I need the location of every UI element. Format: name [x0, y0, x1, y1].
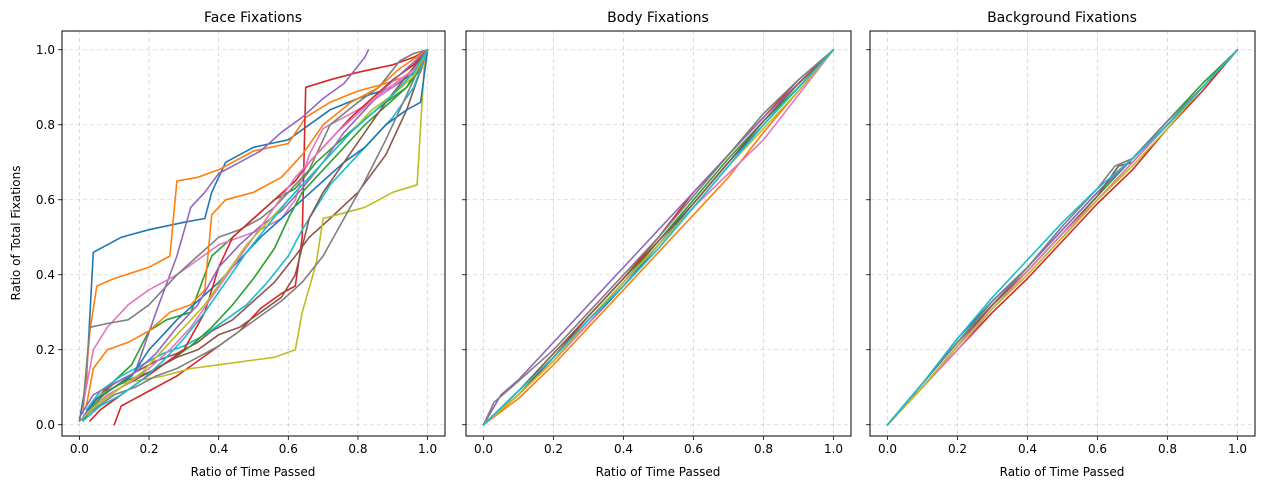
face-fixations-plot-area — [62, 31, 445, 436]
face-fixations-series-line-12 — [82, 48, 429, 422]
background-fixations-axes-frame — [869, 30, 1256, 437]
body-fixations-panel: Body Fixations Ratio of Time Passed 0.0 0… — [462, 10, 852, 479]
face-fixations-y-tick-label-3: 0.6 — [36, 193, 55, 207]
background-fixations-series-line-8 — [886, 48, 1239, 426]
background-fixations-x-tick-label-1: 0.2 — [948, 442, 967, 456]
face-fixations-x-tick-label-0: 0.0 — [70, 442, 89, 456]
face-fixations-series-line-3 — [113, 48, 429, 426]
face-fixations-series-line-14 — [78, 48, 429, 419]
face-fixations-y-axis-label: Ratio of Total Fixations — [9, 166, 23, 301]
face-fixations-y-tick-label-5: 1.0 — [36, 43, 55, 57]
face-fixations-series-line-18 — [82, 48, 429, 419]
background-fixations-x-axis-label: Ratio of Time Passed — [1000, 465, 1125, 479]
background-fixations-x-tick-label-4: 0.8 — [1158, 442, 1177, 456]
face-fixations-y-tick-label-4: 0.8 — [36, 118, 55, 132]
background-fixations-panel: Background Fixations Ratio of Time Passe… — [866, 10, 1256, 479]
face-fixations-series-line-11 — [85, 48, 429, 407]
face-fixations-x-tick-label-5: 1.0 — [418, 442, 437, 456]
background-fixations-plot-area — [870, 31, 1255, 436]
face-fixations-series-line-8 — [85, 48, 429, 415]
body-fixations-x-tick-label-5: 1.0 — [824, 442, 843, 456]
body-fixations-x-tick-label-4: 0.8 — [754, 442, 773, 456]
face-fixations-x-tick-label-2: 0.4 — [209, 442, 228, 456]
face-fixations-series-line-16 — [85, 48, 429, 415]
face-fixations-series-line-6 — [82, 48, 429, 407]
body-fixations-x-tick-label-3: 0.6 — [684, 442, 703, 456]
face-fixations-panel: Face Fixations Ratio of Time Passed Rati… — [9, 10, 446, 479]
face-fixations-y-tick-label-0: 0.0 — [36, 418, 55, 432]
body-fixations-x-tick-label-1: 0.2 — [544, 442, 563, 456]
body-fixations-series-line-4 — [482, 48, 835, 426]
background-fixations-series-group — [886, 48, 1239, 426]
body-fixations-series-line-8 — [482, 48, 835, 426]
background-fixations-x-tick-label-5: 1.0 — [1228, 442, 1247, 456]
face-fixations-x-tick-label-3: 0.6 — [279, 442, 298, 456]
face-fixations-y-tick-label-1: 0.2 — [36, 343, 55, 357]
face-fixations-y-tick-label-2: 0.4 — [36, 268, 55, 282]
body-fixations-series-line-1 — [482, 48, 835, 426]
body-fixations-x-tick-label-2: 0.4 — [614, 442, 633, 456]
body-fixations-series-line-9 — [482, 48, 835, 426]
face-fixations-x-tick-label-1: 0.2 — [139, 442, 158, 456]
background-fixations-series-line-7 — [886, 48, 1239, 426]
face-fixations-series-line-17 — [78, 48, 429, 422]
body-fixations-axes-frame — [465, 30, 852, 437]
face-fixations-x-axis-label: Ratio of Time Passed — [191, 465, 316, 479]
body-fixations-title: Body Fixations — [607, 10, 709, 26]
body-fixations-series-line-5 — [482, 48, 835, 426]
face-fixations-series-line-19 — [82, 48, 429, 422]
body-fixations-x-tick-label-0: 0.0 — [474, 442, 493, 456]
body-fixations-x-axis-label: Ratio of Time Passed — [596, 465, 721, 479]
body-fixations-series-line-7 — [482, 48, 835, 426]
body-fixations-series-group — [482, 48, 835, 426]
background-fixations-x-tick-label-2: 0.4 — [1018, 442, 1037, 456]
face-fixations-title: Face Fixations — [204, 10, 302, 26]
face-fixations-series-line-7 — [82, 48, 429, 407]
background-fixations-x-tick-label-0: 0.0 — [878, 442, 897, 456]
background-fixations-series-line-9 — [886, 48, 1239, 426]
face-fixations-series-line-15 — [82, 48, 429, 419]
face-fixations-axes-frame — [61, 30, 446, 437]
face-fixations-x-tick-label-4: 0.8 — [348, 442, 367, 456]
background-fixations-x-tick-label-3: 0.6 — [1088, 442, 1107, 456]
background-fixations-title: Background Fixations — [987, 10, 1137, 26]
body-fixations-plot-area — [466, 31, 851, 436]
face-fixations-series-group — [78, 48, 429, 426]
